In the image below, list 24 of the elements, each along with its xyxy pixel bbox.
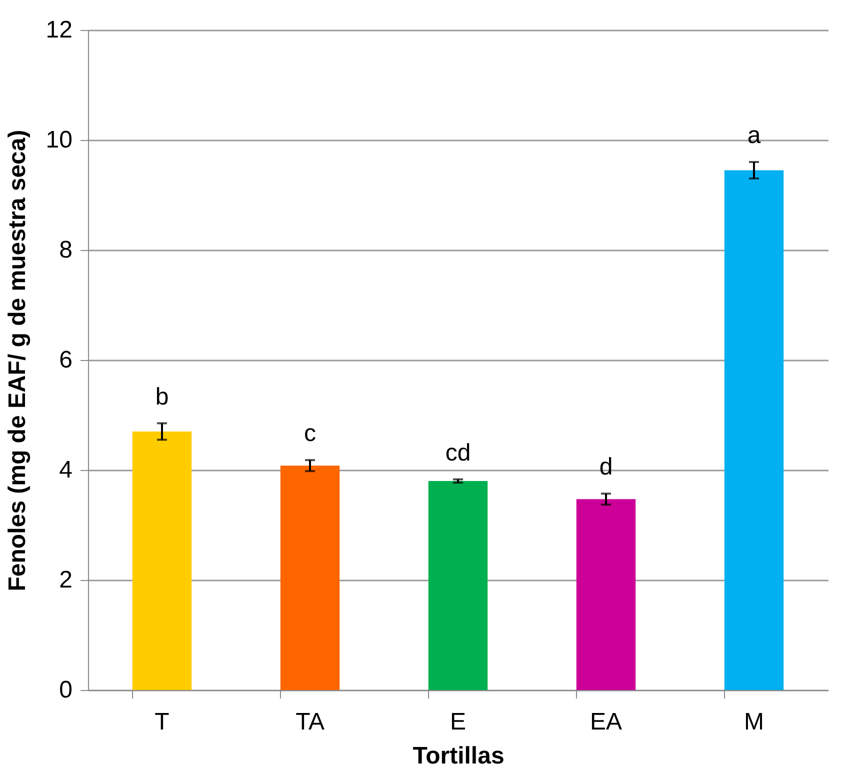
y-tick-label: 6 [59, 346, 72, 374]
x-tick-label: TA [296, 708, 324, 736]
y-tick-label: 10 [46, 126, 72, 154]
bar [132, 432, 192, 690]
x-tick-label: M [744, 708, 764, 736]
x-tick-label: E [450, 708, 466, 736]
y-tick-label: 0 [59, 676, 72, 704]
y-tick-label: 2 [59, 566, 72, 594]
x-tick-label: T [154, 708, 170, 736]
bar [724, 170, 784, 690]
y-tick-label: 8 [59, 236, 72, 264]
x-axis-title: Tortillas [412, 742, 504, 770]
bar [280, 466, 340, 690]
bar [428, 481, 488, 690]
annotation: c [304, 420, 316, 448]
annotation: a [747, 122, 762, 149]
x-tick-label: EA [590, 708, 622, 736]
y-tick-label: 4 [59, 456, 72, 484]
y-tick-label: 12 [46, 16, 72, 44]
annotation: cd [445, 439, 471, 466]
y-axis-title: Fenoles (mg de EAF/ g de muestra seca) [4, 130, 31, 592]
annotation: b [155, 383, 169, 410]
bar [576, 499, 636, 690]
annotation: d [599, 454, 613, 481]
